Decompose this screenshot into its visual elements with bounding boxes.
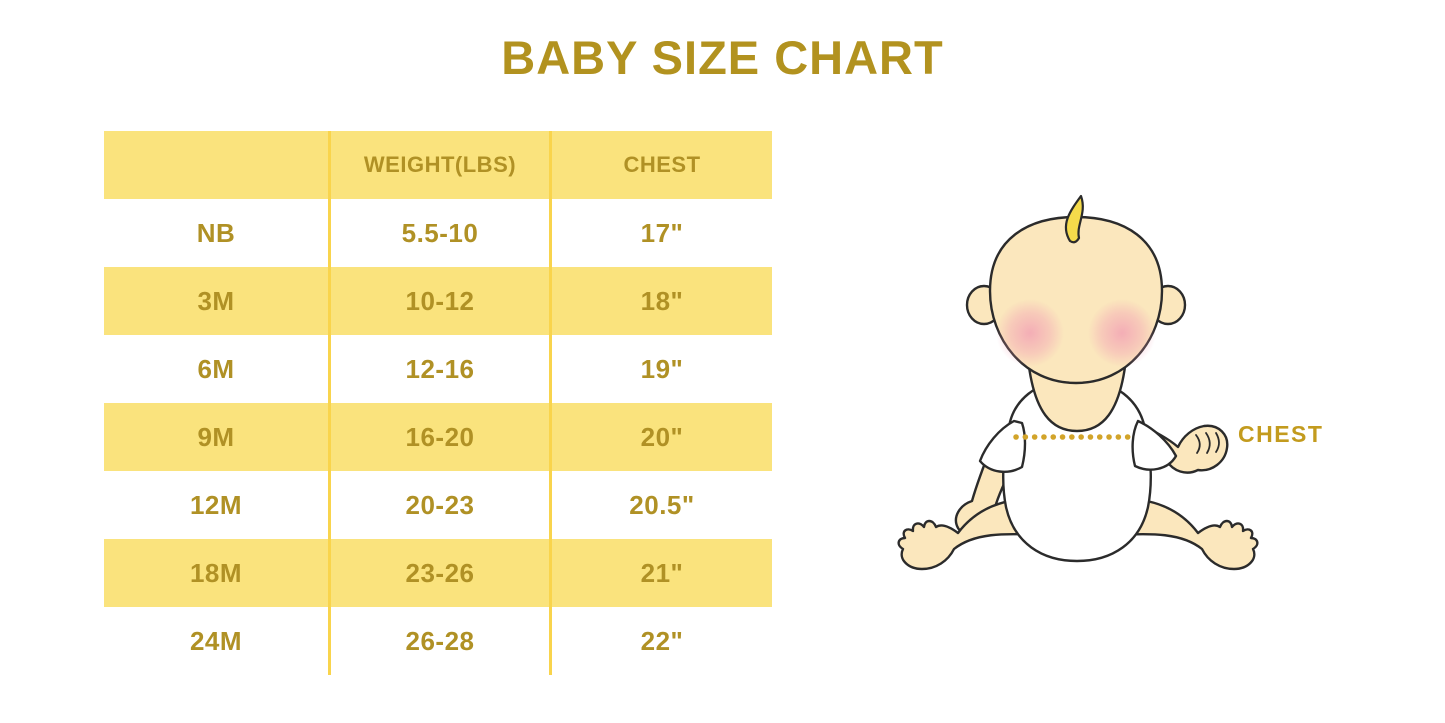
chest-cell: 22" xyxy=(549,607,772,675)
size-table: WEIGHT(LBS) CHEST NB 5.5-10 17" 3M 10-12… xyxy=(104,131,772,675)
baby-right-sleeve xyxy=(1131,419,1178,471)
baby-left-sleeve xyxy=(978,419,1027,473)
chest-measurement-label: CHEST xyxy=(1238,421,1324,447)
baby-left-cheek-blush xyxy=(996,299,1064,367)
header-weight: WEIGHT(LBS) xyxy=(328,131,549,199)
baby-illustration xyxy=(880,183,1340,603)
size-cell: 24M xyxy=(189,625,243,656)
table-row-nb: NB 5.5-10 17" xyxy=(104,199,772,267)
size-cell: 6M xyxy=(197,353,235,384)
baby-fist-fingers xyxy=(1195,432,1220,454)
table-header-row: WEIGHT(LBS) CHEST xyxy=(104,131,772,199)
baby-right-leg xyxy=(1114,497,1259,571)
weight-cell: 5.5-10 xyxy=(328,199,549,267)
size-cell: 12M xyxy=(189,489,243,520)
table-row-12m: 12M 20-23 20.5" xyxy=(104,471,772,539)
weight-cell: 16-20 xyxy=(328,403,549,471)
table-row-18m: 18M 23-26 21" xyxy=(104,539,772,607)
header-size xyxy=(104,131,328,199)
size-cell: 9M xyxy=(197,421,235,452)
chest-cell: 19" xyxy=(549,335,772,403)
weight-cell: 20-23 xyxy=(328,471,549,539)
chest-cell: 21" xyxy=(549,539,772,607)
weight-cell: 12-16 xyxy=(328,335,549,403)
baby-left-leg xyxy=(897,497,1042,571)
size-cell: NB xyxy=(196,217,236,248)
chest-cell: 18" xyxy=(549,267,772,335)
weight-cell: 10-12 xyxy=(328,267,549,335)
table-row-3m: 3M 10-12 18" xyxy=(104,267,772,335)
table-row-6m: 6M 12-16 19" xyxy=(104,335,772,403)
baby-illustration-svg xyxy=(897,194,1259,571)
chest-cell: 20" xyxy=(549,403,772,471)
table-row-24m: 24M 26-28 22" xyxy=(104,607,772,675)
chest-cell: 17" xyxy=(549,199,772,267)
baby-right-cheek-blush xyxy=(1088,299,1156,367)
baby-hair-tuft xyxy=(1064,194,1084,244)
weight-cell: 26-28 xyxy=(328,607,549,675)
page-title: BABY SIZE CHART xyxy=(501,31,944,84)
weight-cell: 23-26 xyxy=(328,539,549,607)
size-cell: 18M xyxy=(189,557,243,588)
size-cell: 3M xyxy=(197,285,235,316)
header-chest: CHEST xyxy=(549,131,772,199)
table-row-9m: 9M 16-20 20" xyxy=(104,403,772,471)
chest-cell: 20.5" xyxy=(549,471,772,539)
